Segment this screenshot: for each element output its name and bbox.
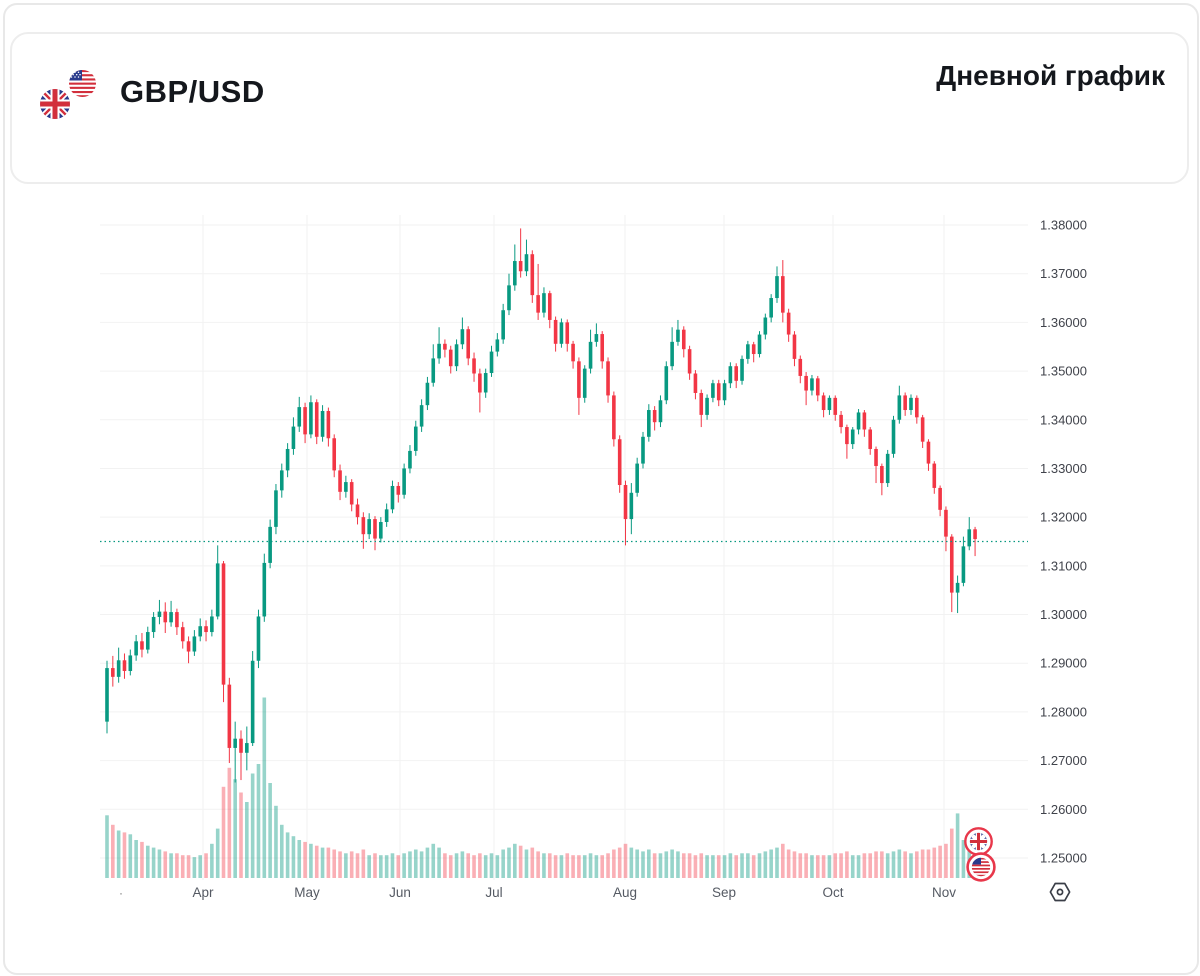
price-tick-label: 1.33000 bbox=[1040, 461, 1087, 476]
pair-symbol: GBP/USD bbox=[120, 74, 265, 109]
price-tick-label: 1.25000 bbox=[1040, 850, 1087, 865]
price-tick-label: 1.34000 bbox=[1040, 412, 1087, 427]
price-tick-label: 1.31000 bbox=[1040, 558, 1087, 573]
price-tick-label: 1.26000 bbox=[1040, 802, 1087, 817]
month-tick-label: May bbox=[294, 885, 320, 900]
us-flag-badge-icon bbox=[966, 852, 996, 882]
month-tick-label: Apr bbox=[192, 885, 214, 900]
candlestick-chart[interactable]: 1.38000 1.37000 1.36000 1.35000 1.34000 1.330… bbox=[0, 195, 1200, 925]
month-tick-label: Aug bbox=[613, 885, 637, 900]
price-tick-label: 1.37000 bbox=[1040, 266, 1087, 281]
month-tick-label: Jun bbox=[389, 885, 411, 900]
price-tick-label: 1.28000 bbox=[1040, 704, 1087, 719]
widget-frame bbox=[3, 3, 1199, 975]
clipped-tick-label: · bbox=[119, 886, 123, 900]
price-tick-label: 1.35000 bbox=[1040, 364, 1087, 379]
price-tick-label: 1.36000 bbox=[1040, 315, 1087, 330]
gb-flag-icon bbox=[40, 89, 70, 119]
pair-flags bbox=[40, 68, 110, 130]
month-tick-label: Nov bbox=[932, 885, 956, 900]
price-axis[interactable]: 1.38000 1.37000 1.36000 1.35000 1.34000 1.330… bbox=[1040, 218, 1087, 866]
month-tick-label: Sep bbox=[712, 885, 736, 900]
us-flag-icon bbox=[69, 70, 96, 97]
header-card: GBP/USD Дневной график bbox=[10, 32, 1189, 184]
price-tick-label: 1.30000 bbox=[1040, 607, 1087, 622]
volume-bars bbox=[105, 697, 977, 878]
price-tick-label: 1.27000 bbox=[1040, 753, 1087, 768]
time-axis[interactable]: Apr May Jun Jul Aug Sep Oct Nov · bbox=[119, 885, 956, 900]
candles bbox=[105, 228, 977, 783]
month-tick-label: Oct bbox=[822, 885, 843, 900]
settings-icon[interactable] bbox=[1047, 880, 1073, 904]
timeframe-title: Дневной график bbox=[936, 60, 1165, 91]
price-tick-label: 1.32000 bbox=[1040, 510, 1087, 525]
price-tick-label: 1.29000 bbox=[1040, 656, 1087, 671]
gb-flag-badge-icon bbox=[964, 827, 993, 856]
grid bbox=[100, 215, 1028, 880]
price-tick-label: 1.38000 bbox=[1040, 218, 1087, 233]
month-tick-label: Jul bbox=[485, 885, 502, 900]
